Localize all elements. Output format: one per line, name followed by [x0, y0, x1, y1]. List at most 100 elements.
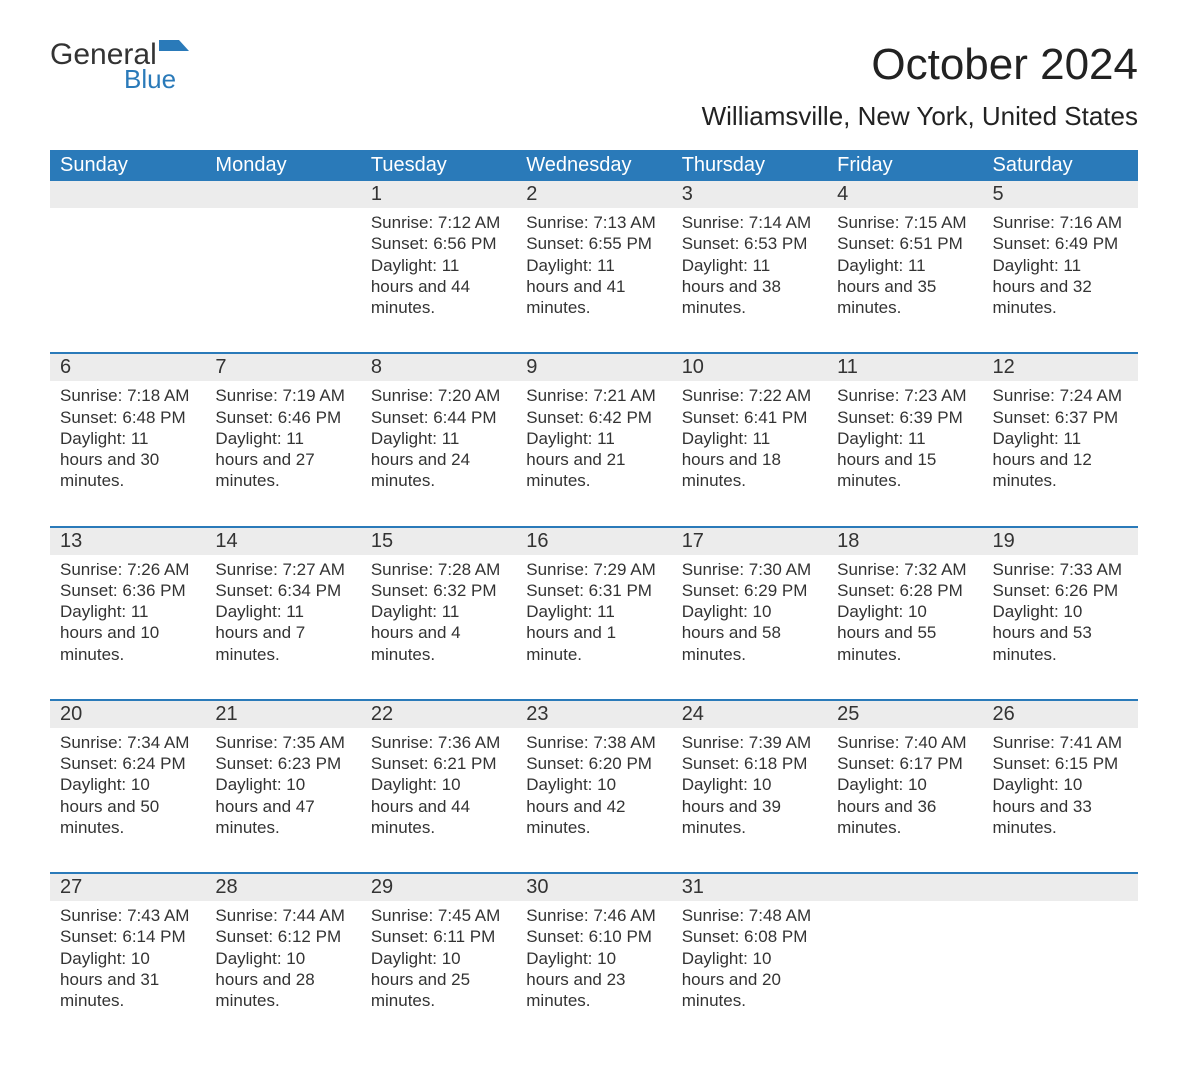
daylight-line: Daylight: 10 hours and 47 minutes.	[215, 774, 350, 838]
day-number: 27	[50, 874, 205, 901]
calendar-cell-empty	[50, 181, 205, 353]
sunrise-line: Sunrise: 7:39 AM	[682, 732, 817, 753]
sunrise-line: Sunrise: 7:27 AM	[215, 559, 350, 580]
calendar-cell: 3Sunrise: 7:14 AMSunset: 6:53 PMDaylight…	[672, 181, 827, 353]
calendar-cell: 22Sunrise: 7:36 AMSunset: 6:21 PMDayligh…	[361, 700, 516, 873]
sunset-line: Sunset: 6:46 PM	[215, 407, 350, 428]
sunset-line: Sunset: 6:12 PM	[215, 926, 350, 947]
sunset-line: Sunset: 6:17 PM	[837, 753, 972, 774]
logo-word2: Blue	[124, 64, 189, 95]
sunrise-line: Sunrise: 7:29 AM	[526, 559, 661, 580]
sunrise-line: Sunrise: 7:15 AM	[837, 212, 972, 233]
sunrise-line: Sunrise: 7:18 AM	[60, 385, 195, 406]
daylight-line: Daylight: 11 hours and 18 minutes.	[682, 428, 817, 492]
day-number: 24	[672, 701, 827, 728]
sunset-line: Sunset: 6:11 PM	[371, 926, 506, 947]
sunrise-line: Sunrise: 7:21 AM	[526, 385, 661, 406]
day-body: Sunrise: 7:45 AMSunset: 6:11 PMDaylight:…	[361, 901, 516, 1045]
calendar-cell: 10Sunrise: 7:22 AMSunset: 6:41 PMDayligh…	[672, 353, 827, 526]
day-of-week-header: Monday	[205, 150, 360, 181]
daylight-line: Daylight: 10 hours and 50 minutes.	[60, 774, 195, 838]
daylight-line: Daylight: 10 hours and 42 minutes.	[526, 774, 661, 838]
sunrise-line: Sunrise: 7:40 AM	[837, 732, 972, 753]
sunset-line: Sunset: 6:37 PM	[993, 407, 1128, 428]
day-of-week-header: Saturday	[983, 150, 1138, 181]
daylight-line: Daylight: 11 hours and 30 minutes.	[60, 428, 195, 492]
day-body: Sunrise: 7:40 AMSunset: 6:17 PMDaylight:…	[827, 728, 982, 872]
sunset-line: Sunset: 6:26 PM	[993, 580, 1128, 601]
day-number: 22	[361, 701, 516, 728]
sunset-line: Sunset: 6:18 PM	[682, 753, 817, 774]
calendar-cell: 26Sunrise: 7:41 AMSunset: 6:15 PMDayligh…	[983, 700, 1138, 873]
daylight-line: Daylight: 10 hours and 25 minutes.	[371, 948, 506, 1012]
day-body	[983, 901, 1138, 991]
sunset-line: Sunset: 6:36 PM	[60, 580, 195, 601]
sunset-line: Sunset: 6:31 PM	[526, 580, 661, 601]
day-body: Sunrise: 7:33 AMSunset: 6:26 PMDaylight:…	[983, 555, 1138, 699]
calendar-cell: 2Sunrise: 7:13 AMSunset: 6:55 PMDaylight…	[516, 181, 671, 353]
day-body: Sunrise: 7:34 AMSunset: 6:24 PMDaylight:…	[50, 728, 205, 872]
daylight-line: Daylight: 11 hours and 21 minutes.	[526, 428, 661, 492]
day-number: 29	[361, 874, 516, 901]
day-number: 5	[983, 181, 1138, 208]
day-body: Sunrise: 7:22 AMSunset: 6:41 PMDaylight:…	[672, 381, 827, 525]
sunset-line: Sunset: 6:28 PM	[837, 580, 972, 601]
day-of-week-header: Thursday	[672, 150, 827, 181]
daylight-line: Daylight: 11 hours and 10 minutes.	[60, 601, 195, 665]
day-number: 11	[827, 354, 982, 381]
daylight-line: Daylight: 11 hours and 1 minute.	[526, 601, 661, 665]
day-number: 9	[516, 354, 671, 381]
daylight-line: Daylight: 11 hours and 41 minutes.	[526, 255, 661, 319]
day-number: 10	[672, 354, 827, 381]
sunrise-line: Sunrise: 7:41 AM	[993, 732, 1128, 753]
day-body: Sunrise: 7:41 AMSunset: 6:15 PMDaylight:…	[983, 728, 1138, 872]
day-of-week-header-row: SundayMondayTuesdayWednesdayThursdayFrid…	[50, 150, 1138, 181]
day-number: 1	[361, 181, 516, 208]
calendar-cell: 18Sunrise: 7:32 AMSunset: 6:28 PMDayligh…	[827, 527, 982, 700]
daylight-line: Daylight: 10 hours and 53 minutes.	[993, 601, 1128, 665]
day-number: 7	[205, 354, 360, 381]
sunrise-line: Sunrise: 7:28 AM	[371, 559, 506, 580]
sunset-line: Sunset: 6:14 PM	[60, 926, 195, 947]
day-number: 19	[983, 528, 1138, 555]
daylight-line: Daylight: 11 hours and 7 minutes.	[215, 601, 350, 665]
day-body: Sunrise: 7:28 AMSunset: 6:32 PMDaylight:…	[361, 555, 516, 699]
sunrise-line: Sunrise: 7:36 AM	[371, 732, 506, 753]
daylight-line: Daylight: 11 hours and 38 minutes.	[682, 255, 817, 319]
day-number: 12	[983, 354, 1138, 381]
day-body: Sunrise: 7:13 AMSunset: 6:55 PMDaylight:…	[516, 208, 671, 352]
sunrise-line: Sunrise: 7:48 AM	[682, 905, 817, 926]
sunset-line: Sunset: 6:51 PM	[837, 233, 972, 254]
day-number	[50, 181, 205, 208]
calendar-table: SundayMondayTuesdayWednesdayThursdayFrid…	[50, 150, 1138, 1045]
sunset-line: Sunset: 6:44 PM	[371, 407, 506, 428]
day-body: Sunrise: 7:38 AMSunset: 6:20 PMDaylight:…	[516, 728, 671, 872]
sunrise-line: Sunrise: 7:22 AM	[682, 385, 817, 406]
day-body: Sunrise: 7:27 AMSunset: 6:34 PMDaylight:…	[205, 555, 360, 699]
daylight-line: Daylight: 11 hours and 44 minutes.	[371, 255, 506, 319]
calendar-cell: 21Sunrise: 7:35 AMSunset: 6:23 PMDayligh…	[205, 700, 360, 873]
day-body: Sunrise: 7:32 AMSunset: 6:28 PMDaylight:…	[827, 555, 982, 699]
calendar-cell: 27Sunrise: 7:43 AMSunset: 6:14 PMDayligh…	[50, 873, 205, 1045]
day-number: 26	[983, 701, 1138, 728]
day-body: Sunrise: 7:16 AMSunset: 6:49 PMDaylight:…	[983, 208, 1138, 352]
day-body	[205, 208, 360, 298]
daylight-line: Daylight: 10 hours and 58 minutes.	[682, 601, 817, 665]
day-number: 16	[516, 528, 671, 555]
sunrise-line: Sunrise: 7:46 AM	[526, 905, 661, 926]
daylight-line: Daylight: 11 hours and 15 minutes.	[837, 428, 972, 492]
day-body: Sunrise: 7:46 AMSunset: 6:10 PMDaylight:…	[516, 901, 671, 1045]
calendar-cell: 19Sunrise: 7:33 AMSunset: 6:26 PMDayligh…	[983, 527, 1138, 700]
sunset-line: Sunset: 6:55 PM	[526, 233, 661, 254]
calendar-week-row: 27Sunrise: 7:43 AMSunset: 6:14 PMDayligh…	[50, 873, 1138, 1045]
day-number	[827, 874, 982, 901]
sunrise-line: Sunrise: 7:20 AM	[371, 385, 506, 406]
daylight-line: Daylight: 11 hours and 12 minutes.	[993, 428, 1128, 492]
location-subtitle: Williamsville, New York, United States	[50, 101, 1138, 132]
calendar-cell: 29Sunrise: 7:45 AMSunset: 6:11 PMDayligh…	[361, 873, 516, 1045]
day-body: Sunrise: 7:35 AMSunset: 6:23 PMDaylight:…	[205, 728, 360, 872]
calendar-cell: 4Sunrise: 7:15 AMSunset: 6:51 PMDaylight…	[827, 181, 982, 353]
day-number: 30	[516, 874, 671, 901]
day-body: Sunrise: 7:30 AMSunset: 6:29 PMDaylight:…	[672, 555, 827, 699]
day-body: Sunrise: 7:48 AMSunset: 6:08 PMDaylight:…	[672, 901, 827, 1045]
